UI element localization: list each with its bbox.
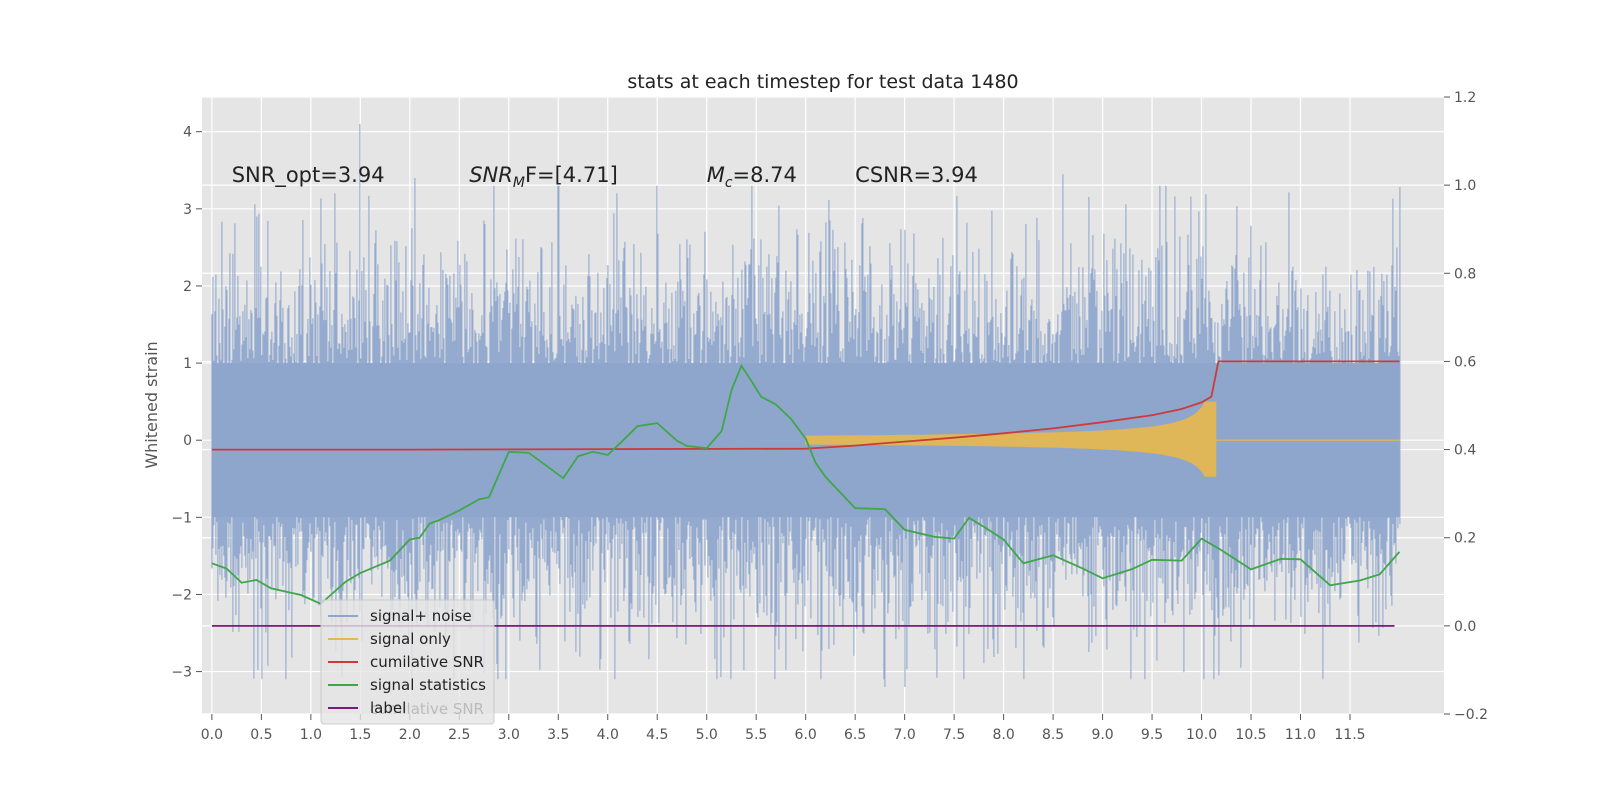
chart-title: stats at each timestep for test data 148… [627, 71, 1018, 93]
y-tick-label: 2 [183, 279, 192, 295]
x-tick-label: 7.0 [894, 727, 916, 743]
y-tick-label: 4 [183, 125, 192, 141]
legend-box [320, 599, 495, 725]
annotation-0: SNR_opt=3.94 [232, 163, 385, 188]
x-tick-label: 11.5 [1334, 727, 1365, 743]
y2-tick-label: 1.2 [1454, 90, 1476, 106]
x-tick-label: 1.0 [300, 727, 322, 743]
y-tick-label: −3 [171, 665, 192, 681]
x-tick-label: 3.0 [498, 727, 520, 743]
y-tick-label: 1 [183, 356, 192, 372]
annotations: SNR_opt=3.94 SNRMF=[4.71] Mc=8.74 CSNR=3.94 [232, 163, 978, 191]
series-signal-statistics [211, 363, 1401, 605]
x-tick-label: 4.5 [646, 727, 668, 743]
legend-entry: signal only [370, 630, 451, 648]
y-axis-label: Whitened strain [142, 341, 161, 468]
x-tick-label: 9.5 [1141, 727, 1163, 743]
x-tick-label: 6.0 [795, 727, 817, 743]
x-tick-label: 0.0 [201, 727, 223, 743]
legend-entry: signal+ noise [370, 607, 472, 625]
y2-tick-label: −0.2 [1454, 707, 1488, 723]
y2-tick-label: 0.2 [1454, 531, 1476, 547]
legend: cumilative SNR signal+ noise signal only cu… [320, 599, 495, 725]
x-tick-label: 5.5 [745, 727, 767, 743]
y-tick-label: 0 [183, 433, 192, 449]
legend-ghost-text: cumilative SNR [370, 700, 484, 718]
x-tick-label: 10.0 [1186, 727, 1217, 743]
x-tick-label: 11.0 [1285, 727, 1316, 743]
x-tick-label: 0.5 [250, 727, 272, 743]
y-tick-label: 3 [183, 202, 192, 218]
x-tick-label: 8.5 [1042, 727, 1064, 743]
x-tick-label: 1.5 [349, 727, 371, 743]
x-tick-label: 6.5 [844, 727, 866, 743]
x-tick-label: 5.0 [696, 727, 718, 743]
x-tick-label: 2.5 [448, 727, 470, 743]
x-tick-label: 9.0 [1091, 727, 1113, 743]
annotation-1: SNRMF=[4.71] [469, 163, 618, 191]
legend-entry: signal statistics [370, 676, 486, 694]
y2-tick-label: 1.0 [1454, 178, 1476, 194]
annotation-2: Mc=8.74 [707, 163, 797, 191]
y-tick-label: −1 [171, 510, 192, 526]
y2-tick-label: 0.6 [1454, 354, 1476, 370]
legend-entry: cumilative SNR [370, 653, 484, 671]
y2-tick-label: 0.0 [1454, 619, 1476, 635]
y-tick-label: −2 [171, 587, 192, 603]
axes: 0.0 0.5 1.0 1.5 2.0 2.5 3.0 3.5 4.0 4.5 5.0 5.5 6.0 6… [171, 90, 1488, 743]
x-tick-label: 10.5 [1235, 727, 1266, 743]
series-layer [211, 124, 1401, 687]
legend-entry: label [370, 699, 406, 717]
x-tick-label: 8.0 [992, 727, 1014, 743]
x-tick-label: 4.0 [597, 727, 619, 743]
x-tick-label: 7.5 [943, 727, 965, 743]
x-tick-label: 3.5 [547, 727, 569, 743]
x-tick-label: 2.0 [399, 727, 421, 743]
y2-tick-label: 0.4 [1454, 443, 1476, 459]
y2-tick-label: 0.8 [1454, 266, 1476, 282]
annotation-3: CSNR=3.94 [855, 163, 978, 187]
